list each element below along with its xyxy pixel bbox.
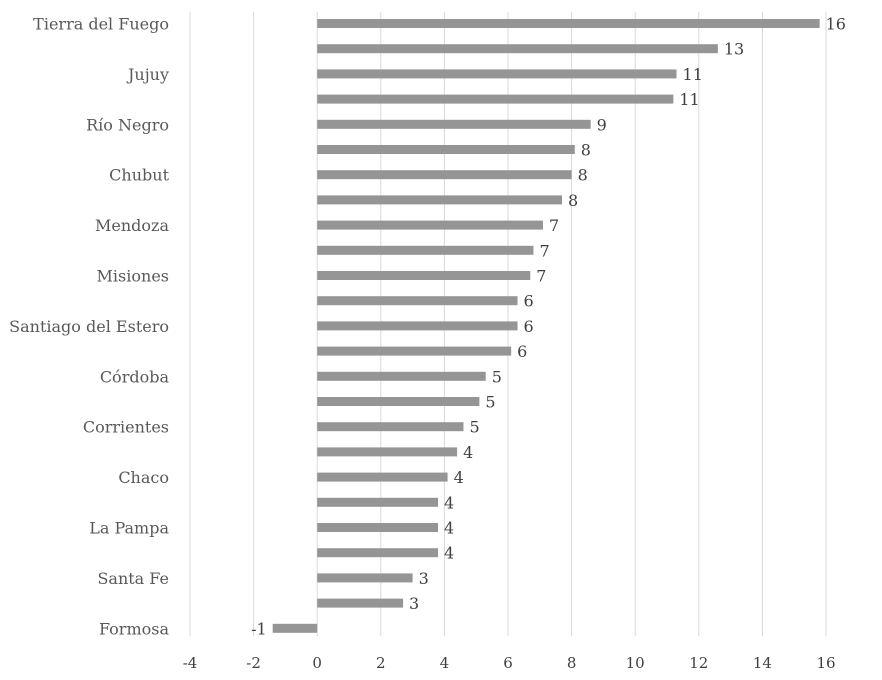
- data-label: 7: [549, 216, 559, 235]
- category-label: Chaco: [118, 468, 169, 487]
- category-label: Misiones: [97, 267, 169, 286]
- category-label: Santiago del Estero: [9, 317, 169, 336]
- x-tick-label: -2: [246, 654, 261, 672]
- bar: [317, 195, 563, 205]
- bar: [317, 472, 448, 482]
- bar: [317, 145, 575, 154]
- bar: [317, 497, 439, 507]
- bar: [317, 170, 572, 180]
- data-label: 7: [536, 267, 546, 286]
- x-tick-label: 10: [626, 654, 645, 672]
- x-tick-label: 12: [689, 654, 708, 672]
- bar: [317, 321, 518, 331]
- data-label: 11: [679, 90, 699, 109]
- bar: [317, 447, 458, 457]
- data-label: 8: [578, 166, 588, 185]
- category-label: Córdoba: [100, 367, 170, 386]
- data-label: 4: [444, 544, 454, 563]
- category-label: Jujuy: [126, 65, 169, 84]
- x-tick-label: 4: [440, 654, 450, 672]
- bar: [317, 346, 512, 356]
- bar: [317, 44, 718, 54]
- data-label: 3: [419, 569, 429, 588]
- category-labels: Tierra del Fuego Jujuy Río Negro Chubut Mend…: [9, 15, 169, 639]
- x-tick-label: 14: [753, 654, 772, 672]
- data-label: 6: [517, 342, 527, 361]
- data-label: -1: [251, 619, 267, 638]
- x-tick-label: 16: [816, 654, 835, 672]
- data-label: 5: [485, 393, 495, 412]
- data-label: 5: [469, 418, 479, 437]
- category-label: Formosa: [99, 619, 170, 638]
- category-label: Corrientes: [83, 418, 169, 437]
- data-label: 4: [463, 443, 473, 462]
- data-label: 5: [492, 367, 502, 386]
- x-tick-label: 2: [376, 654, 386, 672]
- bar: [317, 523, 439, 532]
- data-label: 6: [524, 292, 534, 311]
- data-label: 8: [581, 141, 591, 160]
- x-tick-label: 8: [567, 654, 577, 672]
- bar: [317, 371, 486, 381]
- bar: [317, 271, 531, 280]
- data-label: 9: [597, 115, 607, 134]
- data-label: 4: [444, 519, 454, 538]
- category-label: Santa Fe: [97, 569, 169, 588]
- x-tick-label: -4: [183, 654, 198, 672]
- data-label: 4: [454, 468, 464, 487]
- bar: [317, 573, 413, 583]
- category-label: Río Negro: [86, 115, 169, 134]
- category-label: Tierra del Fuego: [33, 15, 169, 34]
- bar: [317, 220, 543, 230]
- data-label: 3: [409, 594, 419, 613]
- bar: [317, 548, 439, 558]
- bar: [317, 119, 591, 129]
- data-label: 13: [724, 40, 744, 59]
- data-label: 11: [683, 65, 703, 84]
- category-label: La Pampa: [89, 519, 169, 538]
- bar: [317, 94, 674, 104]
- bar: [317, 397, 480, 406]
- bar: [317, 422, 464, 432]
- data-label: 4: [444, 493, 454, 512]
- bar: [317, 19, 820, 28]
- x-tick-label: 6: [503, 654, 513, 672]
- bar: [272, 623, 318, 633]
- x-tick-label: 0: [312, 654, 322, 672]
- x-axis-ticks: -4 -2 0 2 4 6 8 10 12 14 16: [183, 654, 836, 672]
- data-label: 7: [539, 241, 549, 260]
- category-label: Mendoza: [95, 216, 169, 235]
- data-label: 6: [524, 317, 534, 336]
- bar: [317, 245, 534, 255]
- category-label: Chubut: [109, 166, 169, 185]
- data-label: 16: [826, 15, 846, 34]
- bar: [317, 296, 518, 306]
- bars: [272, 19, 820, 633]
- data-label: 8: [568, 191, 578, 210]
- bar: [317, 69, 677, 79]
- bar: [317, 598, 404, 608]
